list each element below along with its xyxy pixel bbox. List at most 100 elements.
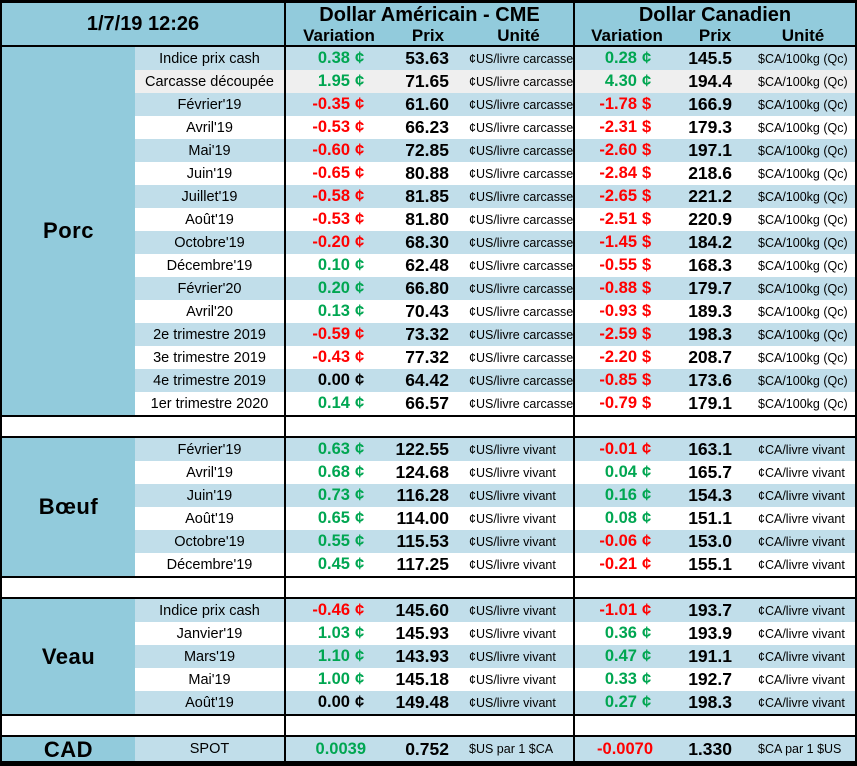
us-variation-cell[interactable]: -0.53 ¢ (286, 116, 392, 139)
ca-price-cell[interactable]: 173.6 (688, 370, 732, 390)
timestamp-cell[interactable]: 1/7/19 12:26 (2, 3, 286, 45)
us-variation-cell[interactable]: 0.00 ¢ (286, 691, 392, 714)
ca-variation-cell[interactable]: 4.30 ¢ (575, 70, 679, 93)
us-variation-cell[interactable]: 1.10 ¢ (286, 645, 392, 668)
ca-variation-cell[interactable]: -2.84 $ (575, 162, 679, 185)
us-price-cell[interactable]: 66.80 (405, 278, 449, 298)
us-variation-cell[interactable]: -0.60 ¢ (286, 139, 392, 162)
ca-price-cell[interactable]: 153.0 (688, 531, 732, 551)
row-label[interactable]: Août'19 (135, 507, 286, 530)
ca-unit-cell[interactable]: $CA/100kg (Qc) (758, 74, 848, 89)
ca-price-cell[interactable]: 194.4 (688, 71, 732, 91)
ca-variation-cell[interactable]: -2.60 $ (575, 139, 679, 162)
ca-price-cell[interactable]: 191.1 (688, 646, 732, 666)
us-unit-cell[interactable]: ¢US/livre vivant (464, 691, 575, 714)
us-price-cell[interactable]: 72.85 (405, 140, 449, 160)
us-unit-cell[interactable]: ¢US/livre carcasse (464, 231, 575, 254)
ca-price-cell[interactable]: 192.7 (688, 669, 732, 689)
ca-price-cell[interactable]: 168.3 (688, 255, 732, 275)
us-price-cell[interactable]: 117.25 (396, 554, 449, 574)
us-unit-header[interactable]: Unité (497, 26, 540, 45)
ca-price-cell[interactable]: 166.9 (688, 94, 732, 114)
ca-unit-cell[interactable]: $CA/100kg (Qc) (758, 51, 848, 66)
ca-price-cell[interactable]: 179.7 (688, 278, 732, 298)
ca-unit-cell[interactable]: ¢CA/livre vivant (758, 626, 845, 641)
row-label[interactable]: Indice prix cash (135, 47, 286, 70)
ca-price-cell[interactable]: 193.7 (688, 600, 732, 620)
us-variation-cell[interactable]: 0.65 ¢ (286, 507, 392, 530)
row-label[interactable]: Février'19 (135, 93, 286, 116)
us-variation-cell[interactable]: -0.43 ¢ (286, 346, 392, 369)
us-unit-cell[interactable]: ¢US/livre carcasse (464, 185, 575, 208)
us-variation-cell[interactable]: -0.20 ¢ (286, 231, 392, 254)
us-unit-cell[interactable]: ¢US/livre vivant (464, 507, 575, 530)
us-price-cell[interactable]: 116.28 (396, 485, 449, 505)
ca-unit-cell[interactable]: $CA/100kg (Qc) (758, 327, 848, 342)
us-unit-cell[interactable]: $US par 1 $CA (464, 737, 575, 761)
us-variation-cell[interactable]: 0.0039 (286, 737, 392, 761)
section-label-veau[interactable]: Veau (2, 599, 135, 714)
ca-variation-cell[interactable]: -0.85 $ (575, 369, 679, 392)
us-unit-cell[interactable]: ¢US/livre carcasse (464, 254, 575, 277)
ca-unit-cell[interactable]: $CA/100kg (Qc) (758, 212, 848, 227)
ca-unit-cell[interactable]: ¢CA/livre vivant (758, 672, 845, 687)
row-label[interactable]: Août'19 (135, 208, 286, 231)
ca-unit-cell[interactable]: $CA/100kg (Qc) (758, 373, 848, 388)
ca-price-cell[interactable]: 198.3 (688, 692, 732, 712)
us-price-cell[interactable]: 115.53 (396, 531, 449, 551)
ca-price-cell[interactable]: 179.1 (688, 393, 732, 413)
ca-variation-cell[interactable]: -0.0070 (575, 737, 679, 761)
us-variation-cell[interactable]: -0.58 ¢ (286, 185, 392, 208)
us-price-cell[interactable]: 122.55 (395, 439, 449, 459)
ca-variation-cell[interactable]: 0.08 ¢ (575, 507, 679, 530)
ca-price-cell[interactable]: 155.1 (688, 554, 732, 574)
us-unit-cell[interactable]: ¢US/livre vivant (464, 622, 575, 645)
ca-unit-cell[interactable]: ¢CA/livre vivant (758, 488, 845, 503)
ca-price-cell[interactable]: 154.3 (688, 485, 732, 505)
ca-unit-cell[interactable]: $CA par 1 $US (758, 742, 842, 756)
us-unit-cell[interactable]: ¢US/livre carcasse (464, 300, 575, 323)
us-variation-cell[interactable]: -0.59 ¢ (286, 323, 392, 346)
row-label[interactable]: Août'19 (135, 691, 286, 714)
row-label[interactable]: Carcasse découpée (135, 70, 286, 93)
row-label[interactable]: Février'19 (135, 438, 286, 461)
us-variation-cell[interactable]: 0.45 ¢ (286, 553, 392, 576)
us-variation-cell[interactable]: 0.38 ¢ (286, 47, 392, 70)
us-unit-cell[interactable]: ¢US/livre carcasse (464, 346, 575, 369)
row-label[interactable]: Avril'20 (135, 300, 286, 323)
ca-price-cell[interactable]: 189.3 (688, 301, 732, 321)
ca-unit-cell[interactable]: ¢CA/livre vivant (758, 465, 845, 480)
us-price-cell[interactable]: 0.752 (405, 738, 449, 759)
row-label[interactable]: Janvier'19 (135, 622, 286, 645)
us-variation-cell[interactable]: 0.68 ¢ (286, 461, 392, 484)
ca-price-cell[interactable]: 151.1 (688, 508, 732, 528)
us-unit-cell[interactable]: ¢US/livre vivant (464, 599, 575, 622)
ca-price-cell[interactable]: 1.330 (688, 738, 732, 759)
ca-variation-cell[interactable]: -2.51 $ (575, 208, 679, 231)
us-unit-cell[interactable]: ¢US/livre carcasse (464, 208, 575, 231)
row-label[interactable]: SPOT (135, 737, 286, 761)
us-price-cell[interactable]: 81.85 (405, 186, 449, 206)
us-price-cell[interactable]: 71.65 (405, 71, 449, 91)
ca-variation-cell[interactable]: 0.47 ¢ (575, 645, 679, 668)
ca-variation-cell[interactable]: -2.31 $ (575, 116, 679, 139)
row-label[interactable]: Mai'19 (135, 668, 286, 691)
us-variation-cell[interactable]: 0.14 ¢ (286, 392, 392, 415)
ca-price-cell[interactable]: 145.5 (688, 48, 732, 68)
ca-price-cell[interactable]: 163.1 (688, 439, 732, 459)
us-unit-cell[interactable]: ¢US/livre vivant (464, 530, 575, 553)
us-unit-cell[interactable]: ¢US/livre carcasse (464, 392, 575, 415)
us-price-cell[interactable]: 66.23 (405, 117, 449, 137)
us-unit-cell[interactable]: ¢US/livre carcasse (464, 162, 575, 185)
ca-variation-cell[interactable]: 0.16 ¢ (575, 484, 679, 507)
ca-variation-cell[interactable]: -1.45 $ (575, 231, 679, 254)
ca-unit-cell[interactable]: $CA/100kg (Qc) (758, 258, 848, 273)
ca-variation-cell[interactable]: -0.06 ¢ (575, 530, 679, 553)
us-unit-cell[interactable]: ¢US/livre carcasse (464, 323, 575, 346)
us-price-cell[interactable]: 114.00 (396, 508, 449, 528)
row-label[interactable]: 4e trimestre 2019 (135, 369, 286, 392)
us-variation-cell[interactable]: 0.55 ¢ (286, 530, 392, 553)
row-label[interactable]: Mars'19 (135, 645, 286, 668)
us-price-cell[interactable]: 66.57 (405, 393, 449, 413)
ca-unit-cell[interactable]: $CA/100kg (Qc) (758, 304, 848, 319)
